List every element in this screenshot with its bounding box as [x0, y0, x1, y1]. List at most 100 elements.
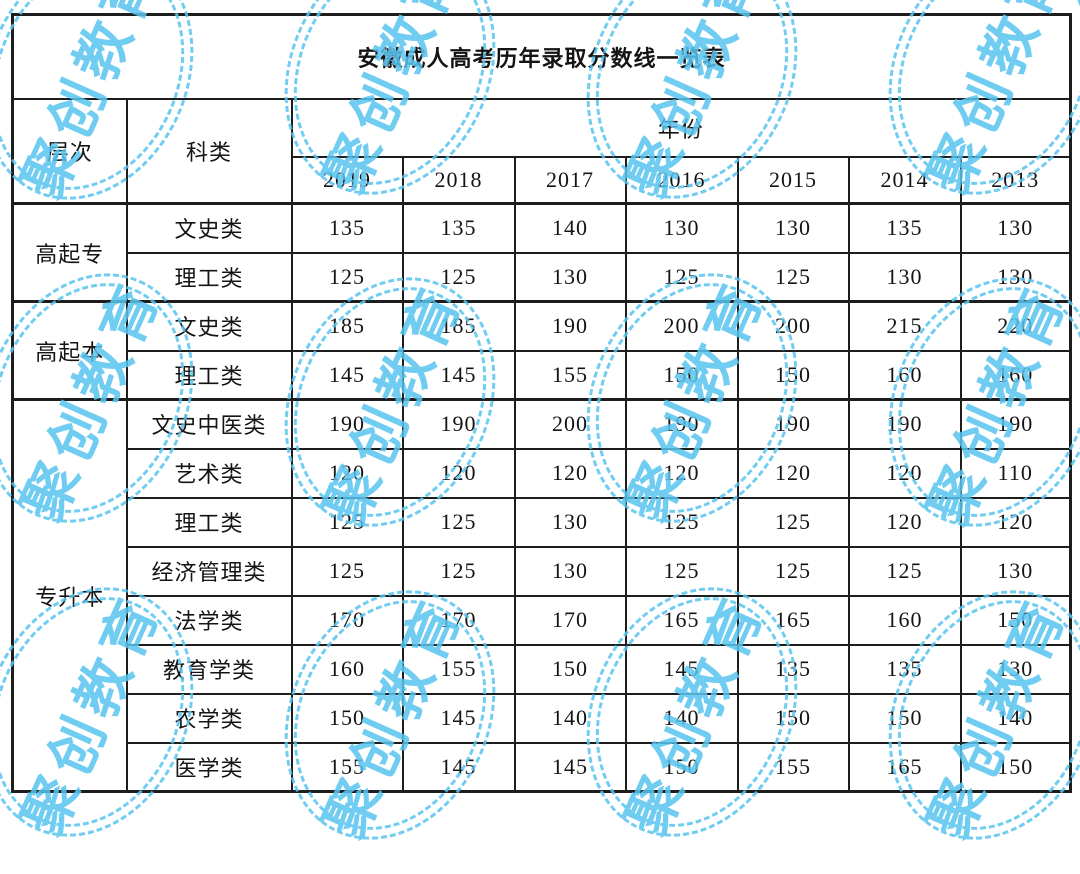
score-cell: 165 — [736, 594, 850, 646]
category-label: 教育学类 — [125, 643, 293, 695]
table-row: 专升本 文史中医类 190 190 200 190 190 190 190 — [11, 398, 1072, 793]
score-cell: 130 — [959, 251, 1072, 303]
category-label: 文史类 — [125, 300, 293, 352]
score-cell: 145 — [290, 349, 404, 401]
year-header-2019: 2019 — [290, 155, 404, 205]
score-cell: 150 — [624, 349, 739, 401]
score-cell: 135 — [847, 202, 962, 254]
year-header-2017: 2017 — [513, 155, 627, 205]
score-cell: 150 — [847, 692, 962, 744]
category-label: 医学类 — [125, 741, 293, 793]
header-year: 年份 — [290, 97, 1072, 158]
score-cell: 155 — [513, 349, 627, 401]
table-row: 医学类 155 145 145 150 155 165 150 — [13, 741, 1072, 793]
level-label: 高起本 — [11, 300, 128, 401]
score-cell: 220 — [959, 300, 1072, 352]
score-cell: 190 — [847, 398, 962, 450]
score-cell: 200 — [513, 398, 627, 450]
score-cell: 130 — [513, 496, 627, 548]
score-cell: 200 — [624, 300, 739, 352]
score-cell: 125 — [401, 496, 516, 548]
year-header-2016: 2016 — [624, 155, 739, 205]
score-cell: 130 — [513, 545, 627, 597]
score-cell: 185 — [401, 300, 516, 352]
score-cell: 125 — [624, 545, 739, 597]
table-row: 理工类 125 125 130 125 125 130 130 — [13, 251, 1072, 303]
score-cell: 145 — [401, 349, 516, 401]
score-cell: 135 — [847, 643, 962, 695]
score-cell: 125 — [290, 545, 404, 597]
score-cell: 125 — [736, 496, 850, 548]
score-cell: 150 — [959, 741, 1072, 793]
score-cell: 125 — [736, 545, 850, 597]
category-label: 理工类 — [125, 349, 293, 401]
score-cell: 130 — [847, 251, 962, 303]
score-cell: 140 — [624, 692, 739, 744]
score-cell: 130 — [736, 202, 850, 254]
table-row: 理工类 125 125 130 125 125 120 120 — [13, 496, 1072, 548]
score-cell: 120 — [290, 447, 404, 499]
score-cell: 150 — [513, 643, 627, 695]
header-row-top: 层次 科类 年份 — [11, 97, 1072, 205]
score-cell: 140 — [959, 692, 1072, 744]
score-cell: 190 — [290, 398, 404, 450]
score-cell: 125 — [847, 545, 962, 597]
score-cell: 165 — [847, 741, 962, 793]
score-cell: 170 — [401, 594, 516, 646]
score-cell: 190 — [736, 398, 850, 450]
category-label: 法学类 — [125, 594, 293, 646]
header-row-years: 2019 2018 2017 2016 2015 2014 2013 — [13, 155, 1072, 205]
score-cell: 120 — [401, 447, 516, 499]
level-label: 专升本 — [11, 398, 128, 793]
score-cell: 150 — [736, 349, 850, 401]
score-cell: 190 — [959, 398, 1072, 450]
score-cell: 160 — [959, 349, 1072, 401]
score-cell: 130 — [959, 545, 1072, 597]
score-cell: 150 — [624, 741, 739, 793]
score-cell: 165 — [624, 594, 739, 646]
score-cell: 170 — [290, 594, 404, 646]
category-label: 经济管理类 — [125, 545, 293, 597]
score-cell: 130 — [624, 202, 739, 254]
header-category: 科类 — [125, 97, 293, 205]
score-cell: 125 — [736, 251, 850, 303]
table-row: 教育学类 160 155 150 145 135 135 130 — [13, 643, 1072, 695]
score-cell: 125 — [290, 496, 404, 548]
page-title: 安徽成人高考历年录取分数线一览表 — [11, 13, 1072, 100]
score-cell: 145 — [401, 692, 516, 744]
score-cell: 155 — [736, 741, 850, 793]
score-cell: 155 — [401, 643, 516, 695]
category-label: 理工类 — [125, 251, 293, 303]
year-header-2014: 2014 — [847, 155, 962, 205]
score-cell: 110 — [959, 447, 1072, 499]
score-cell: 160 — [847, 349, 962, 401]
score-cell: 185 — [290, 300, 404, 352]
score-cell: 160 — [290, 643, 404, 695]
score-cell: 125 — [624, 496, 739, 548]
score-cell: 140 — [513, 202, 627, 254]
score-cell: 130 — [959, 202, 1072, 254]
score-cell: 145 — [401, 741, 516, 793]
table-row: 艺术类 120 120 120 120 120 120 110 — [13, 447, 1072, 499]
score-cell: 130 — [513, 251, 627, 303]
score-cell: 120 — [959, 496, 1072, 548]
score-cell: 145 — [624, 643, 739, 695]
year-header-2013: 2013 — [959, 155, 1072, 205]
score-cell: 125 — [401, 545, 516, 597]
score-cell: 135 — [290, 202, 404, 254]
category-label: 理工类 — [125, 496, 293, 548]
title-row: 安徽成人高考历年录取分数线一览表 — [11, 13, 1072, 100]
category-label: 文史中医类 — [125, 398, 293, 450]
score-cell: 135 — [401, 202, 516, 254]
category-label: 文史类 — [125, 202, 293, 254]
table-row: 高起本 文史类 185 185 190 200 200 215 220 — [11, 300, 1072, 401]
score-cell: 190 — [624, 398, 739, 450]
score-cell: 215 — [847, 300, 962, 352]
score-cell: 150 — [736, 692, 850, 744]
score-cell: 160 — [847, 594, 962, 646]
table-row: 农学类 150 145 140 140 150 150 140 — [13, 692, 1072, 744]
score-cell: 145 — [513, 741, 627, 793]
score-cell: 200 — [736, 300, 850, 352]
year-header-2018: 2018 — [401, 155, 516, 205]
table-row: 高起专 文史类 135 135 140 130 130 135 130 — [11, 202, 1072, 303]
